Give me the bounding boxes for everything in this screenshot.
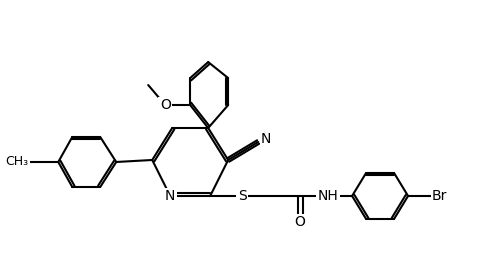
Text: N: N	[261, 132, 272, 146]
Text: O: O	[295, 215, 306, 229]
Text: N: N	[165, 189, 175, 203]
Text: NH: NH	[318, 189, 339, 203]
Text: S: S	[238, 189, 246, 203]
Text: CH₃: CH₃	[5, 156, 28, 168]
Text: Br: Br	[432, 189, 447, 203]
Text: O: O	[160, 98, 171, 112]
